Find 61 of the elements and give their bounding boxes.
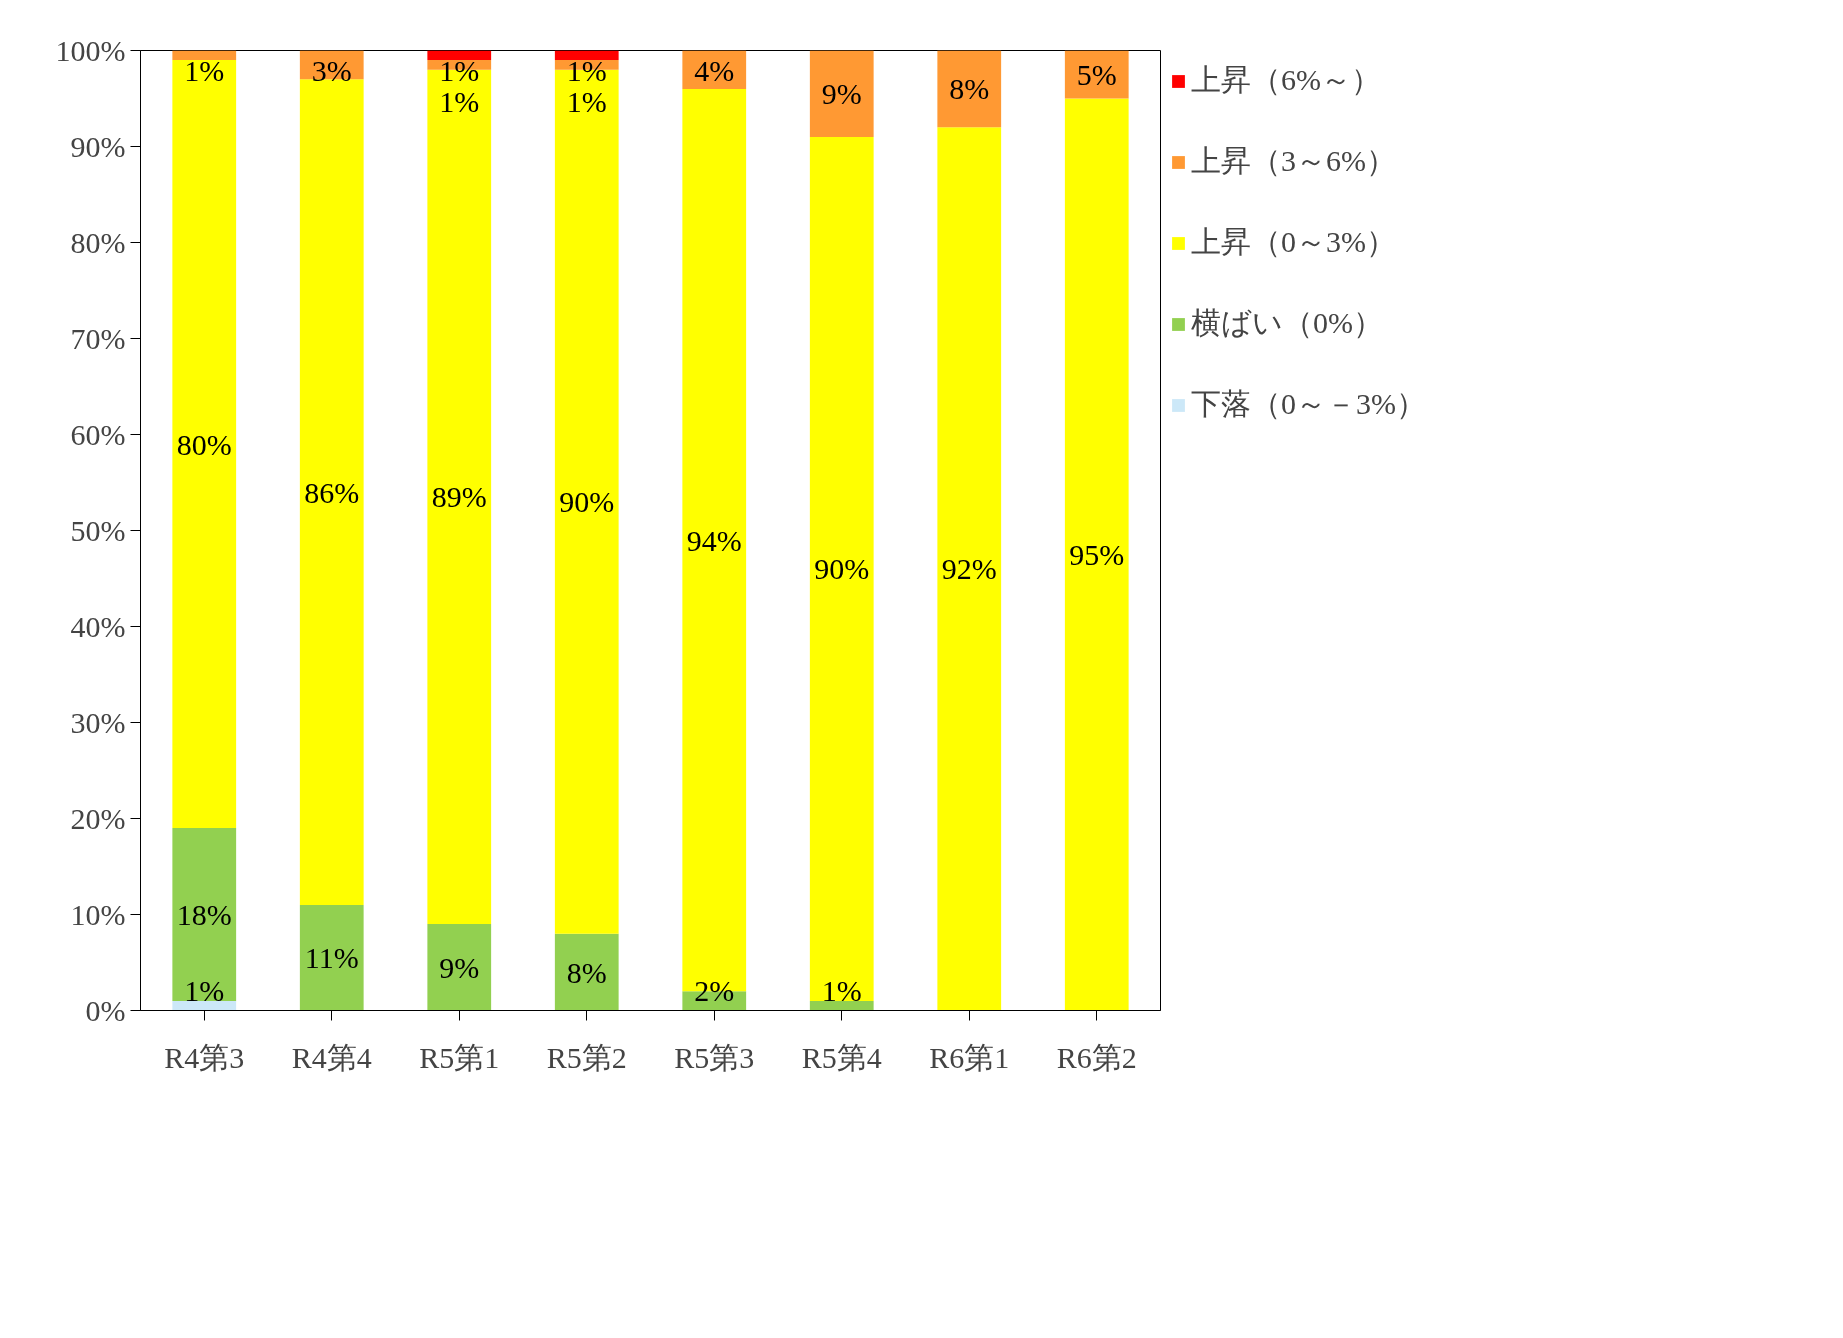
bar xyxy=(1064,98,1129,1011)
y-tick-label: 40% xyxy=(70,610,126,643)
x-tick-label: R5第1 xyxy=(419,1040,500,1074)
x-tick-label: R5第3 xyxy=(674,1040,755,1074)
data-label: 90% xyxy=(814,552,870,586)
bar xyxy=(937,127,1002,1011)
data-label: 5% xyxy=(1076,58,1117,91)
bar xyxy=(937,50,1002,128)
data-label: 90% xyxy=(559,485,615,519)
data-label: 9% xyxy=(439,950,480,984)
y-tick-label: 0% xyxy=(85,994,126,1027)
legend-label: 上昇（0～3%） xyxy=(1191,224,1396,260)
data-label: 2% xyxy=(694,973,735,1007)
legend-label: 下落（0～－3%） xyxy=(1191,386,1426,422)
bar xyxy=(299,79,364,905)
y-tick-label: 70% xyxy=(70,322,126,355)
y-tick-label: 20% xyxy=(70,802,126,835)
y-tick-label: 50% xyxy=(70,514,126,547)
bar xyxy=(299,904,364,1011)
x-tick-label: R4第4 xyxy=(291,1040,372,1074)
y-tick-label: 90% xyxy=(70,130,126,163)
bar xyxy=(172,1000,237,1011)
data-label: 95% xyxy=(1069,538,1125,571)
data-label: 92% xyxy=(941,552,997,586)
y-tick-label: 100% xyxy=(55,34,126,67)
data-label: 18% xyxy=(176,898,232,931)
bar xyxy=(172,50,237,61)
bar xyxy=(809,1000,874,1011)
x-tick-label: R6第2 xyxy=(1056,1040,1137,1074)
bar xyxy=(809,136,874,1001)
bar xyxy=(172,828,237,1001)
bar xyxy=(809,50,874,137)
data-label: 8% xyxy=(949,72,990,106)
data-label: 1% xyxy=(184,973,225,1007)
bar xyxy=(427,50,492,61)
data-label: 11% xyxy=(304,941,359,975)
data-label: 4% xyxy=(694,54,735,88)
data-label: 3% xyxy=(311,54,352,88)
data-label: 86% xyxy=(304,475,360,509)
data-label: 94% xyxy=(686,523,742,557)
data-label: 9% xyxy=(821,77,862,111)
y-tick-label: 10% xyxy=(70,898,126,931)
bar xyxy=(172,60,237,829)
bar xyxy=(554,50,619,61)
x-tick-label: R6第1 xyxy=(929,1040,1010,1074)
data-label: 1% xyxy=(184,54,225,88)
x-tick-label: R4第3 xyxy=(164,1040,245,1074)
legend-label: 上昇（3～6%） xyxy=(1191,143,1396,179)
x-tick-label: R5第2 xyxy=(546,1040,627,1074)
data-label: 8% xyxy=(566,955,607,989)
legend-label: 横ばい（0%） xyxy=(1191,305,1383,341)
legend-label: 上昇（6%～） xyxy=(1191,62,1381,98)
x-tick-label: R5第4 xyxy=(801,1040,882,1074)
bar xyxy=(554,933,619,1011)
bar xyxy=(427,924,492,1011)
data-label: 89% xyxy=(431,480,487,514)
y-tick-label: 60% xyxy=(70,418,126,451)
data-label: 80% xyxy=(176,427,232,461)
y-tick-label: 30% xyxy=(70,706,126,739)
data-label: 1% xyxy=(821,973,862,1007)
y-tick-label: 80% xyxy=(70,226,126,259)
